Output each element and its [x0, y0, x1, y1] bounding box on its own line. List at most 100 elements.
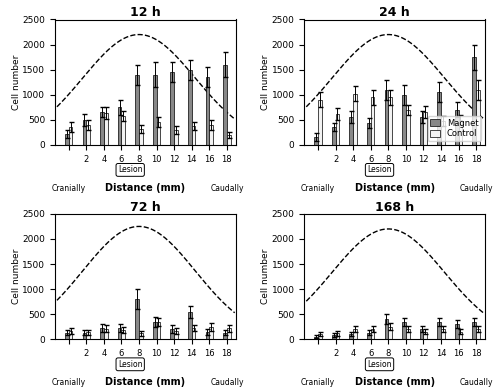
Text: Lesion: Lesion: [368, 360, 392, 369]
Bar: [350, 117, 353, 145]
Bar: [420, 117, 424, 145]
Text: Lesion: Lesion: [118, 165, 142, 174]
Bar: [82, 120, 86, 145]
Bar: [402, 95, 406, 145]
Bar: [441, 121, 445, 145]
Text: Lesion: Lesion: [368, 165, 392, 174]
Bar: [370, 329, 374, 339]
Bar: [139, 333, 142, 339]
Bar: [472, 57, 476, 145]
Bar: [402, 322, 406, 339]
Bar: [384, 319, 388, 339]
Bar: [336, 333, 340, 339]
Bar: [438, 92, 441, 145]
Bar: [122, 116, 125, 145]
Text: Cranially: Cranially: [301, 378, 335, 387]
Bar: [318, 100, 322, 145]
Bar: [458, 332, 462, 339]
Bar: [367, 123, 370, 145]
Y-axis label: Cell number: Cell number: [261, 55, 270, 110]
X-axis label: Distance (mm): Distance (mm): [106, 378, 186, 388]
Bar: [139, 129, 142, 145]
Bar: [136, 299, 139, 339]
Bar: [332, 335, 336, 339]
Bar: [406, 110, 409, 145]
Bar: [406, 329, 409, 339]
Bar: [438, 322, 441, 339]
Bar: [388, 97, 392, 145]
Bar: [156, 122, 160, 145]
Bar: [353, 94, 357, 145]
Legend: Magnet, Control: Magnet, Control: [428, 116, 481, 141]
Bar: [156, 322, 160, 339]
Bar: [314, 337, 318, 339]
Bar: [223, 333, 227, 339]
Bar: [65, 134, 68, 145]
Bar: [223, 65, 227, 145]
Text: Cranially: Cranially: [301, 184, 335, 193]
Bar: [188, 312, 192, 339]
Title: 24 h: 24 h: [380, 7, 410, 20]
Bar: [68, 128, 72, 145]
Bar: [367, 333, 370, 339]
Bar: [82, 333, 86, 339]
Bar: [318, 334, 322, 339]
Bar: [118, 328, 122, 339]
Bar: [388, 327, 392, 339]
Bar: [192, 328, 196, 339]
Bar: [174, 130, 178, 145]
Bar: [192, 126, 196, 145]
Bar: [227, 135, 230, 145]
Bar: [350, 334, 353, 339]
Bar: [170, 329, 174, 339]
Bar: [210, 125, 213, 145]
Bar: [118, 107, 122, 145]
Bar: [100, 112, 104, 145]
Text: Cranially: Cranially: [52, 184, 86, 193]
X-axis label: Distance (mm): Distance (mm): [354, 378, 434, 388]
Bar: [206, 77, 210, 145]
Bar: [455, 110, 458, 145]
Bar: [86, 125, 90, 145]
Bar: [210, 327, 213, 339]
Bar: [188, 70, 192, 145]
Text: Caudally: Caudally: [210, 184, 244, 193]
Bar: [153, 322, 156, 339]
Bar: [424, 112, 427, 145]
Text: Caudally: Caudally: [460, 378, 493, 387]
Bar: [153, 74, 156, 145]
X-axis label: Distance (mm): Distance (mm): [106, 183, 186, 193]
Bar: [472, 322, 476, 339]
Text: Cranially: Cranially: [52, 378, 86, 387]
Bar: [458, 120, 462, 145]
Bar: [104, 329, 108, 339]
X-axis label: Distance (mm): Distance (mm): [354, 183, 434, 193]
Bar: [86, 332, 90, 339]
Bar: [353, 329, 357, 339]
Text: Caudally: Caudally: [210, 378, 244, 387]
Bar: [424, 332, 427, 339]
Text: Lesion: Lesion: [118, 360, 142, 369]
Bar: [332, 128, 336, 145]
Bar: [104, 113, 108, 145]
Bar: [370, 97, 374, 145]
Bar: [314, 137, 318, 145]
Bar: [384, 90, 388, 145]
Bar: [336, 114, 340, 145]
Title: 12 h: 12 h: [130, 7, 160, 20]
Text: Caudally: Caudally: [460, 184, 493, 193]
Y-axis label: Cell number: Cell number: [261, 249, 270, 304]
Bar: [206, 332, 210, 339]
Bar: [170, 72, 174, 145]
Bar: [420, 329, 424, 339]
Y-axis label: Cell number: Cell number: [12, 55, 21, 110]
Bar: [476, 329, 480, 339]
Bar: [122, 330, 125, 339]
Bar: [100, 328, 104, 339]
Bar: [65, 333, 68, 339]
Bar: [136, 74, 139, 145]
Bar: [68, 331, 72, 339]
Y-axis label: Cell number: Cell number: [12, 249, 21, 304]
Bar: [441, 329, 445, 339]
Bar: [476, 90, 480, 145]
